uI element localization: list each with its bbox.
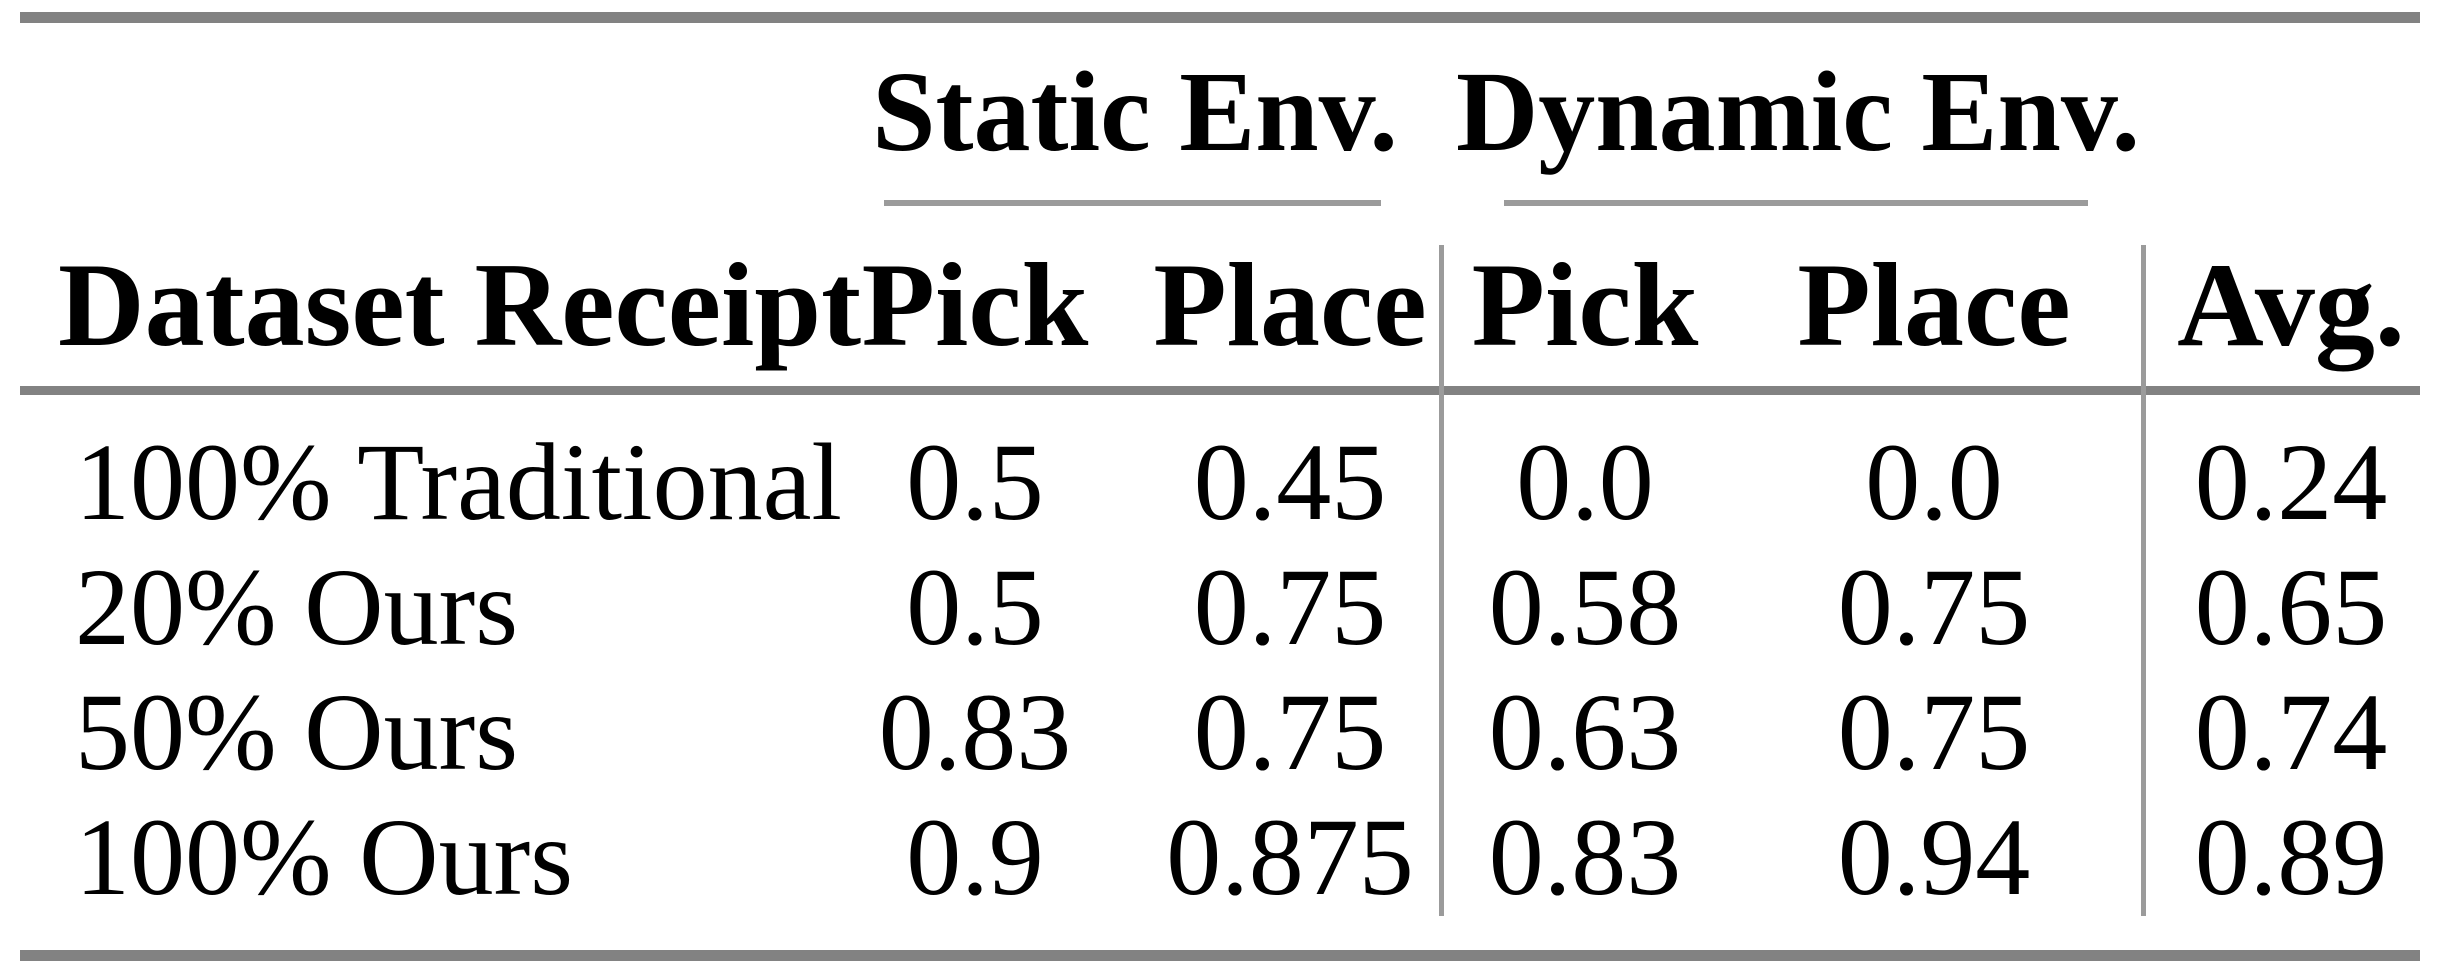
cell-static-place: 0.45 — [1193, 421, 1387, 543]
cell-dynamic-pick: 0.83 — [1488, 796, 1682, 918]
table-row: 100% Traditional 0.5 0.45 0.0 0.0 0.24 — [0, 420, 2440, 545]
table-row: 20% Ours 0.5 0.75 0.58 0.75 0.65 — [0, 545, 2440, 670]
table-row: 100% Ours 0.9 0.875 0.83 0.94 0.89 — [0, 795, 2440, 920]
vertical-rule-static-dynamic — [1439, 245, 1444, 916]
cell-dynamic-place: 0.75 — [1837, 671, 2031, 793]
column-header-dynamic-pick: Pick — [1471, 238, 1699, 371]
top-rule — [20, 12, 2420, 23]
cell-static-place: 0.875 — [1166, 796, 1414, 918]
column-header-avg: Avg. — [2177, 238, 2405, 371]
cell-static-place: 0.75 — [1193, 671, 1387, 793]
cell-dynamic-place: 0.94 — [1837, 796, 2031, 918]
cell-avg: 0.89 — [2194, 796, 2388, 918]
cell-dynamic-place: 0.0 — [1865, 421, 2003, 543]
cell-static-pick: 0.83 — [878, 671, 1072, 793]
cell-avg: 0.74 — [2194, 671, 2388, 793]
cmidrule-dynamic — [1504, 200, 2088, 206]
column-header-dynamic-place: Place — [1797, 238, 2071, 371]
cell-avg: 0.24 — [2194, 421, 2388, 543]
row-label: 100% Ours — [75, 796, 574, 918]
cell-dynamic-pick: 0.58 — [1488, 546, 1682, 668]
cell-dynamic-pick: 0.0 — [1516, 421, 1654, 543]
group-header-static-env: Static Env. — [872, 48, 1398, 175]
cell-static-place: 0.75 — [1193, 546, 1387, 668]
cell-static-pick: 0.5 — [906, 546, 1044, 668]
column-header-static-pick: Pick — [861, 238, 1089, 371]
column-header-static-place: Place — [1153, 238, 1427, 371]
group-header-dynamic-env: Dynamic Env. — [1455, 48, 2141, 175]
cell-avg: 0.65 — [2194, 546, 2388, 668]
row-label: 100% Traditional — [75, 421, 842, 543]
table-row: 50% Ours 0.83 0.75 0.63 0.75 0.74 — [0, 670, 2440, 795]
vertical-rule-dynamic-avg — [2141, 245, 2146, 916]
header-separator-rule — [20, 386, 2420, 395]
cell-static-pick: 0.9 — [906, 796, 1044, 918]
column-header-dataset-receipt: Dataset Receipt — [58, 238, 862, 371]
bottom-rule — [20, 950, 2420, 961]
row-label: 50% Ours — [75, 671, 519, 793]
cell-static-pick: 0.5 — [906, 421, 1044, 543]
row-label: 20% Ours — [75, 546, 519, 668]
cell-dynamic-pick: 0.63 — [1488, 671, 1682, 793]
cmidrule-static — [884, 200, 1381, 206]
cell-dynamic-place: 0.75 — [1837, 546, 2031, 668]
